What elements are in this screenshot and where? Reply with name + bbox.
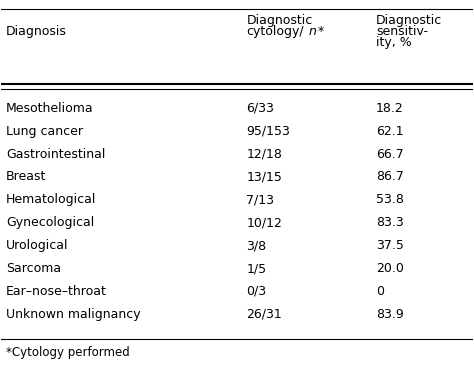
Text: 1/5: 1/5	[246, 262, 266, 275]
Text: 10/12: 10/12	[246, 216, 283, 229]
Text: 86.7: 86.7	[376, 170, 404, 183]
Text: Hematological: Hematological	[6, 193, 97, 206]
Text: Diagnostic: Diagnostic	[376, 14, 442, 27]
Text: Urological: Urological	[6, 239, 69, 252]
Text: 53.8: 53.8	[376, 193, 404, 206]
Text: 83.9: 83.9	[376, 308, 404, 321]
Text: Mesothelioma: Mesothelioma	[6, 102, 94, 115]
Text: 20.0: 20.0	[376, 262, 404, 275]
Text: ity, %: ity, %	[376, 36, 412, 49]
Text: Diagnostic: Diagnostic	[246, 14, 313, 27]
Text: 83.3: 83.3	[376, 216, 404, 229]
Text: n: n	[309, 25, 317, 38]
Text: 13/15: 13/15	[246, 170, 283, 183]
Text: 0/3: 0/3	[246, 285, 266, 298]
Text: 7/13: 7/13	[246, 193, 274, 206]
Text: 95/153: 95/153	[246, 125, 290, 138]
Text: Breast: Breast	[6, 170, 46, 183]
Text: cytology/: cytology/	[246, 25, 304, 38]
Text: Ear–nose–throat: Ear–nose–throat	[6, 285, 107, 298]
Text: Gynecological: Gynecological	[6, 216, 94, 229]
Text: 62.1: 62.1	[376, 125, 404, 138]
Text: Unknown malignancy: Unknown malignancy	[6, 308, 141, 321]
Text: 37.5: 37.5	[376, 239, 404, 252]
Text: 18.2: 18.2	[376, 102, 404, 115]
Text: Sarcoma: Sarcoma	[6, 262, 61, 275]
Text: 66.7: 66.7	[376, 148, 404, 161]
Text: *Cytology performed: *Cytology performed	[6, 346, 130, 359]
Text: 3/8: 3/8	[246, 239, 266, 252]
Text: 26/31: 26/31	[246, 308, 282, 321]
Text: Gastrointestinal: Gastrointestinal	[6, 148, 106, 161]
Text: 6/33: 6/33	[246, 102, 274, 115]
Text: *: *	[318, 25, 324, 38]
Text: Diagnosis: Diagnosis	[6, 25, 67, 38]
Text: 12/18: 12/18	[246, 148, 283, 161]
Text: 0: 0	[376, 285, 384, 298]
Text: Lung cancer: Lung cancer	[6, 125, 83, 138]
Text: sensitiv-: sensitiv-	[376, 25, 428, 38]
